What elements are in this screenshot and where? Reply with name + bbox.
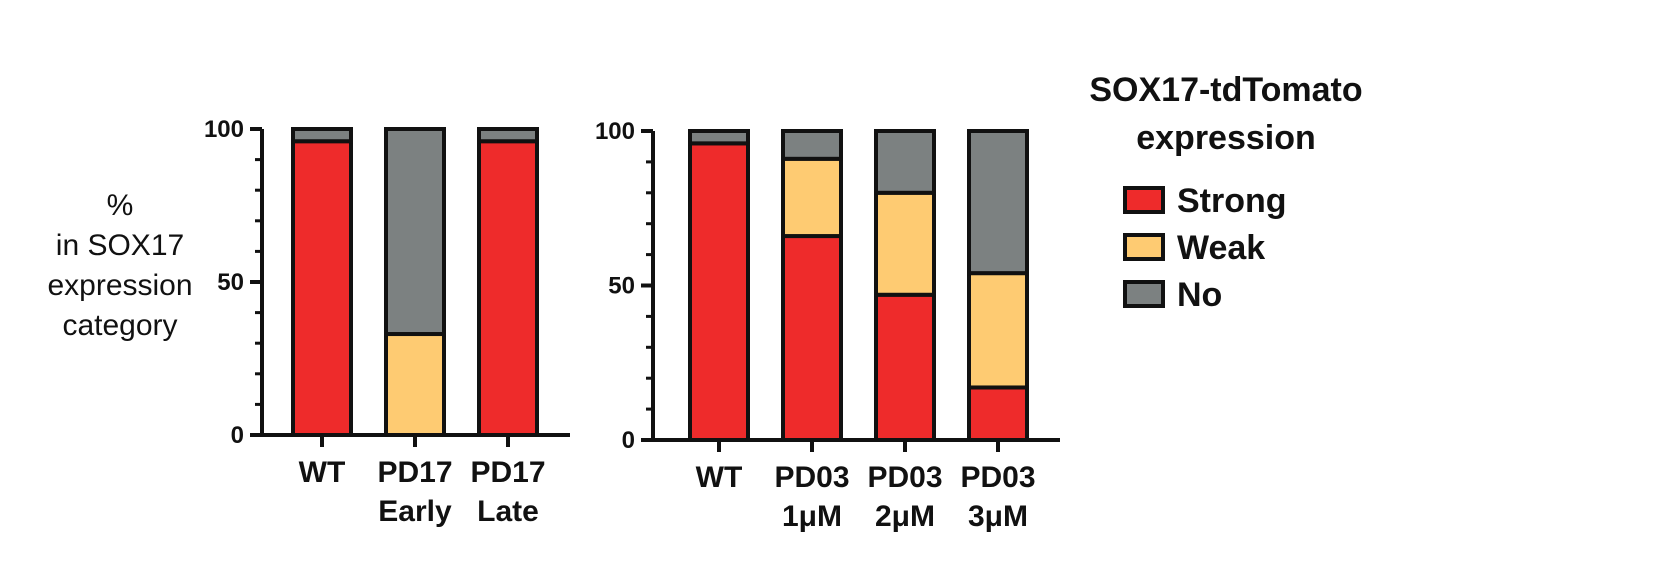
- bar-segment-no: [874, 129, 936, 195]
- x-tick-label: PD17: [470, 456, 545, 489]
- x-tick-label: PD03: [960, 461, 1035, 494]
- bar-segment-strong: [688, 141, 750, 443]
- bar-segment-strong: [291, 139, 353, 438]
- y-tick-label: 0: [622, 427, 635, 454]
- legend: SOX17-tdTomato expression Strong Weak No: [1089, 71, 1362, 314]
- legend-swatch-strong: [1123, 186, 1165, 214]
- chart-panel-left: 0 50 100 WT PD17 Early PD17 Late: [204, 116, 570, 528]
- bar-segment-no: [967, 129, 1029, 276]
- legend-label-no: No: [1177, 276, 1222, 314]
- bar-segment-strong: [967, 385, 1029, 442]
- legend-item-no: No: [1123, 276, 1222, 314]
- y-tick-label: 100: [204, 116, 244, 143]
- bar-segment-weak: [874, 190, 936, 297]
- legend-item-strong: Strong: [1123, 182, 1287, 220]
- legend-swatch-weak: [1123, 233, 1165, 261]
- y-tick-label: 0: [231, 422, 244, 449]
- bar-segment-no: [781, 129, 843, 161]
- x-tick-label: WT: [696, 461, 743, 494]
- y-axis-title-line: expression: [47, 269, 193, 302]
- y-tick-label: 50: [217, 269, 244, 296]
- y-axis-title-line: %: [106, 189, 134, 222]
- bar-segment-no: [291, 127, 353, 144]
- bar-segment-strong: [781, 234, 843, 442]
- y-tick-label: 50: [608, 273, 635, 300]
- x-tick-label: PD17: [377, 456, 452, 489]
- bar-segment-weak: [384, 332, 446, 437]
- chart-panel-right: 0 50 100 WT PD03 1μM PD03 2μM PD03 3μM: [595, 118, 1060, 533]
- bar-segment-no: [688, 129, 750, 146]
- y-axis-title-line: category: [62, 309, 178, 342]
- legend-item-weak: Weak: [1123, 229, 1265, 267]
- bar-segment-weak: [781, 156, 843, 239]
- x-tick-label: WT: [299, 456, 346, 489]
- bar-segment-strong: [874, 292, 936, 442]
- x-tick-label: Early: [378, 495, 452, 528]
- x-tick-label: 1μM: [782, 500, 842, 533]
- y-axis-title: % in SOX17 expression category: [20, 186, 220, 346]
- legend-label-weak: Weak: [1177, 229, 1265, 267]
- y-axis-title-line: in SOX17: [55, 229, 185, 262]
- bar-segment-strong: [477, 139, 539, 438]
- x-tick-label: 2μM: [875, 500, 935, 533]
- x-tick-label: PD03: [867, 461, 942, 494]
- legend-title-line-1: SOX17-tdTomato: [1089, 71, 1362, 109]
- bar-segment-no: [477, 127, 539, 144]
- legend-label-strong: Strong: [1177, 182, 1287, 220]
- bar-segment-weak: [967, 271, 1029, 390]
- legend-swatch-no: [1123, 280, 1165, 308]
- x-tick-label: Late: [477, 495, 539, 528]
- y-tick-label: 100: [595, 118, 635, 145]
- x-tick-label: PD03: [774, 461, 849, 494]
- x-tick-label: 3μM: [968, 500, 1028, 533]
- bar-segment-no: [384, 127, 446, 337]
- legend-title-line-2: expression: [1136, 119, 1316, 157]
